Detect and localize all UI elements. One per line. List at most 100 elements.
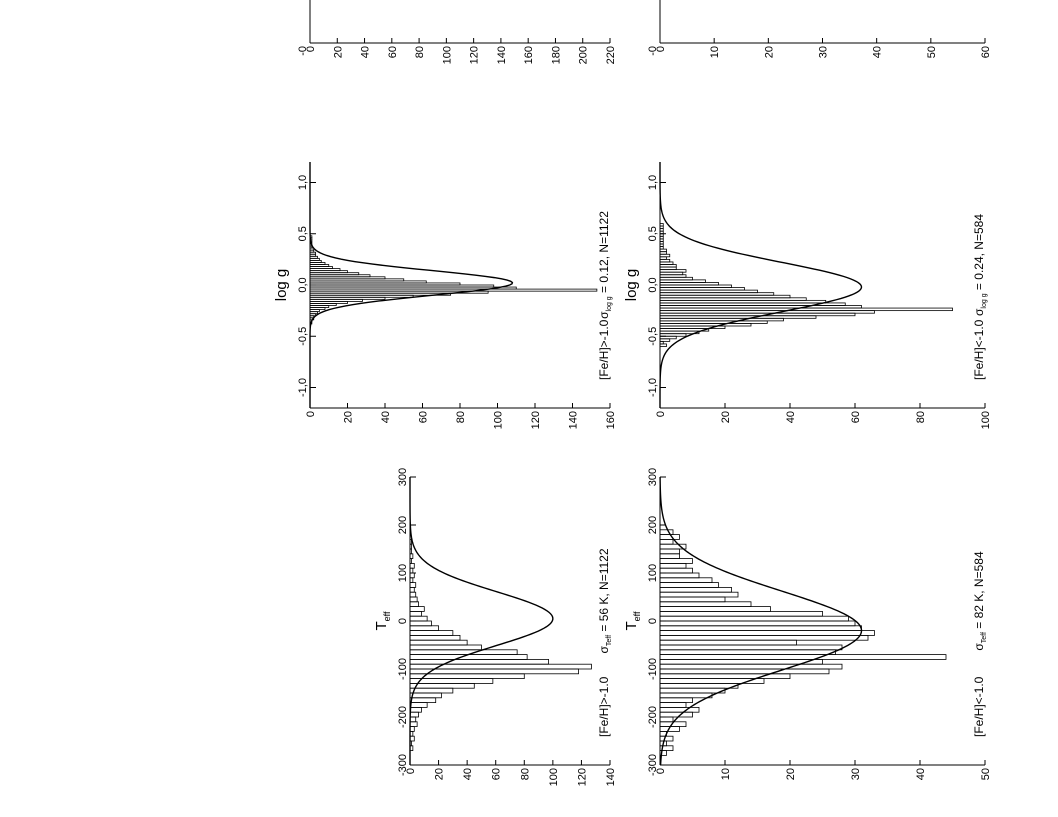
count-tick-label: 20 bbox=[434, 768, 446, 780]
count-tick-label: 80 bbox=[414, 46, 426, 58]
value-tick-label: 200 bbox=[397, 516, 409, 534]
histogram-bar bbox=[659, 601, 752, 608]
sigma-subscript: log g bbox=[606, 296, 613, 311]
value-tick-label: 100 bbox=[397, 564, 409, 582]
panel-top-left: 0 20 40 60 80 100 120 140 -300 -200 -100 0 100 200 300… bbox=[373, 468, 617, 787]
count-tick-label: 80 bbox=[915, 411, 927, 423]
value-tick-label: 0,0 bbox=[647, 277, 659, 292]
histogram-bar bbox=[659, 529, 674, 536]
histogram-bar bbox=[409, 658, 549, 665]
histogram-bar bbox=[409, 615, 428, 622]
count-tick-label: 30 bbox=[818, 46, 830, 58]
value-tick-label: -300 bbox=[647, 754, 659, 776]
value-axis-title: Teff bbox=[373, 611, 392, 631]
value-axis-title-subscript: eff bbox=[632, 611, 642, 621]
sigma-annotation: σTeff = 82 K, N=584 bbox=[972, 551, 988, 651]
value-tick-label: -0 bbox=[647, 46, 659, 56]
value-tick-label: 300 bbox=[647, 468, 659, 486]
sigma-annotation: σTeff = 56 K, N=1122 bbox=[597, 548, 613, 653]
histogram-bar bbox=[659, 620, 856, 627]
count-tick-label: 10 bbox=[709, 46, 721, 58]
histogram-bar bbox=[409, 716, 417, 723]
histogram-bar bbox=[409, 721, 418, 727]
histogram-bar bbox=[659, 539, 674, 545]
count-tick-label: 40 bbox=[915, 768, 927, 780]
histogram-bar bbox=[409, 543, 412, 550]
histogram-bar bbox=[409, 558, 412, 564]
count-tick-label: 40 bbox=[380, 411, 392, 423]
histogram-bar bbox=[659, 697, 693, 703]
histogram-bar bbox=[659, 534, 680, 540]
value-axis-title: Teff bbox=[623, 611, 642, 631]
sigma-value: = 0.24, N=584 bbox=[972, 214, 986, 294]
count-tick-label: 160 bbox=[523, 46, 535, 64]
value-tick-label: -200 bbox=[647, 706, 659, 728]
histogram-bar bbox=[409, 596, 418, 603]
histogram-bar bbox=[409, 692, 442, 699]
value-tick-label: 0,0 bbox=[297, 277, 309, 292]
histogram-bar bbox=[409, 697, 437, 703]
histogram-bar bbox=[659, 223, 664, 227]
count-tick-label: 180 bbox=[550, 46, 562, 64]
histogram-bar bbox=[409, 562, 415, 569]
histogram-bar bbox=[409, 606, 425, 612]
gaussian-fit-curve bbox=[409, 477, 554, 765]
rotated-figure-group: 0 20 40 60 80 100 120 140-300-200-1000100200300… bbox=[273, 0, 992, 786]
count-tick-label: 60 bbox=[418, 411, 430, 423]
count-tick-label: 160 bbox=[605, 411, 617, 429]
value-tick-label: 0,5 bbox=[297, 226, 309, 241]
sigma-subscript: Teff bbox=[606, 635, 613, 646]
value-tick-label: -300 bbox=[397, 754, 409, 776]
histogram-bar bbox=[659, 692, 713, 699]
value-axis-title-subscript: eff bbox=[382, 611, 392, 621]
count-tick-label: 0 bbox=[305, 411, 317, 417]
count-tick-label: 20 bbox=[720, 411, 732, 423]
histogram-bar bbox=[659, 586, 732, 593]
histogram-bar bbox=[659, 610, 823, 617]
gaussian-fit-curve bbox=[659, 162, 863, 408]
sigma-value: = 56 K, N=1122 bbox=[597, 548, 611, 635]
sigma-symbol: σ bbox=[597, 311, 611, 319]
count-tick-label: 0 bbox=[405, 768, 417, 774]
histogram-bar bbox=[409, 625, 439, 632]
count-tick-label: 80 bbox=[519, 768, 531, 780]
value-tick-label: -1,0 bbox=[647, 378, 659, 397]
histogram-bar bbox=[409, 601, 419, 608]
value-tick-label: 200 bbox=[647, 516, 659, 534]
panel-bottom-left: 0 10 20 30 40 50 -300 -200 -100 0 100 200 300 Teff [Fe… bbox=[623, 468, 992, 780]
histogram-bar bbox=[409, 682, 475, 689]
sigma-symbol: σ bbox=[597, 646, 611, 654]
histogram-bar bbox=[659, 716, 674, 723]
histogram-bar bbox=[409, 548, 412, 555]
histogram-bar bbox=[409, 582, 417, 588]
count-tick-label: 80 bbox=[455, 411, 467, 423]
count-tick-label: 120 bbox=[469, 46, 481, 64]
sigma-value: = 82 K, N=584 bbox=[972, 551, 986, 632]
sigma-symbol: σ bbox=[972, 308, 986, 316]
count-tick-label: 0 bbox=[655, 46, 667, 52]
histogram-bar bbox=[659, 553, 680, 560]
count-tick-label: 50 bbox=[926, 46, 938, 58]
sigma-symbol: σ bbox=[972, 643, 986, 651]
count-tick-label: 100 bbox=[548, 768, 560, 786]
histogram-bar bbox=[659, 582, 719, 588]
value-axis-title: log g bbox=[273, 269, 290, 302]
panel-label: [Fe/H]<-1.0 bbox=[972, 319, 986, 380]
histogram-bar bbox=[409, 620, 432, 627]
panel-top-middle: 0 20 40 60 80 100 120 140 160 -1,0 -0,5 0,0 0,5 1,0 lo… bbox=[273, 162, 617, 429]
count-tick-label: 30 bbox=[850, 768, 862, 780]
count-tick-label: 20 bbox=[785, 768, 797, 780]
histogram-bar bbox=[409, 639, 468, 646]
histogram-bar bbox=[659, 644, 843, 651]
value-tick-label: -1,0 bbox=[297, 378, 309, 397]
histogram-bar bbox=[409, 586, 415, 593]
histogram-bar bbox=[409, 572, 415, 579]
value-tick-label: 1,0 bbox=[297, 175, 309, 190]
value-tick-label: -0,5 bbox=[647, 327, 659, 346]
count-tick-label: 0 bbox=[655, 768, 667, 774]
sigma-annotation: σlog g = 0.12, N=1122 bbox=[597, 211, 613, 319]
count-tick-label: 0 bbox=[655, 411, 667, 417]
histogram-bar bbox=[659, 634, 869, 641]
count-tick-label: 50 bbox=[980, 768, 992, 780]
count-tick-label: 60 bbox=[491, 768, 503, 780]
